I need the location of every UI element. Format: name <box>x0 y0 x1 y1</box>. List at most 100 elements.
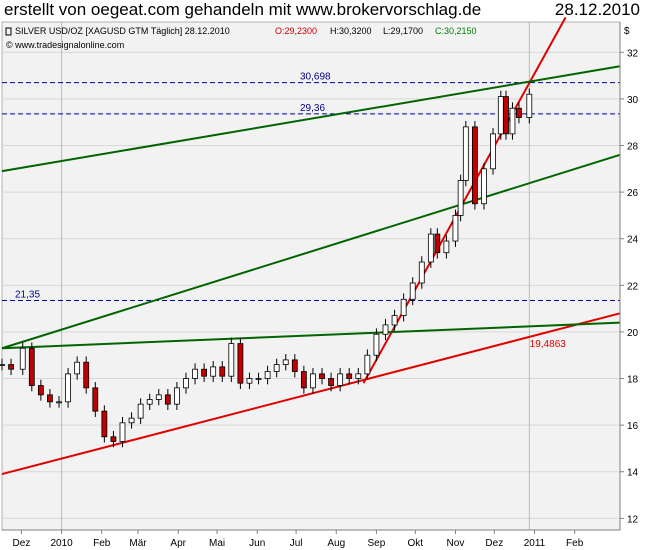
candle <box>481 162 487 210</box>
candle <box>119 416 126 448</box>
candle <box>364 349 371 380</box>
candle <box>0 358 5 371</box>
candle <box>509 102 516 140</box>
channel-trendline <box>1 153 621 350</box>
candle-body <box>516 107 522 118</box>
candle <box>83 356 90 394</box>
candle-body <box>443 240 450 254</box>
candle-body <box>409 282 416 300</box>
chart-labels: 30,698 29,36 21,35 19,4863 <box>15 72 566 350</box>
candle <box>434 228 441 259</box>
candle-body <box>490 133 496 170</box>
x-tick-label: Sep <box>368 538 386 549</box>
y-tick-label: 22 <box>627 281 639 292</box>
candle <box>503 90 509 140</box>
candle-body <box>291 359 298 372</box>
candle-body <box>201 368 208 377</box>
candle-body <box>246 378 253 384</box>
x-tick-label: Mai <box>209 538 225 549</box>
candle <box>8 358 14 376</box>
candle-body <box>457 180 464 216</box>
ohlc-open: O:29,2300 <box>275 26 317 36</box>
y-tick-label: 28 <box>627 142 639 153</box>
candle-body <box>128 417 135 424</box>
candle <box>110 430 117 448</box>
candle-body <box>8 364 14 370</box>
candle <box>237 337 244 390</box>
candle-body <box>382 324 389 335</box>
candle-body <box>228 343 235 377</box>
candle <box>264 365 271 385</box>
axes: 12 14 16 18 20 22 24 26 28 30 32 Dez 2010 Feb Mär Apr Ma… <box>2 22 639 549</box>
channel-trendline <box>1 321 621 350</box>
candle <box>19 342 26 376</box>
y-tick-label: 18 <box>627 375 639 386</box>
candle-body <box>427 233 434 263</box>
candle-body <box>83 361 90 389</box>
candle-body <box>282 359 289 365</box>
candle-body <box>300 371 307 389</box>
candle <box>28 342 35 392</box>
instrument-label: SILVER USD/OZ [XAGUSD GTM Täglich] 28.12… <box>15 26 230 36</box>
x-tick-label: Aug <box>327 538 345 549</box>
candle <box>174 382 180 410</box>
candle <box>291 354 298 378</box>
candle <box>47 389 53 408</box>
chart-date: 28.12.2010 <box>554 0 640 19</box>
support-trendline <box>1 312 621 476</box>
candle <box>452 209 459 247</box>
candle <box>210 361 217 383</box>
y-tick-label: 20 <box>627 328 639 339</box>
candle-body <box>146 399 153 405</box>
candle <box>497 90 504 140</box>
candle-body <box>503 96 509 135</box>
y-tick-label: 16 <box>627 421 639 432</box>
currency-label: $ <box>624 26 630 37</box>
candle-body <box>210 366 217 377</box>
candle <box>128 412 135 429</box>
candle-body <box>192 368 198 379</box>
x-tick-label: 2010 <box>50 538 73 549</box>
candle-body <box>337 373 344 386</box>
y-tick-label: 14 <box>627 468 639 479</box>
candle-body <box>364 354 371 375</box>
ohlc-low: L:29,1700 <box>383 26 423 36</box>
candle <box>282 354 289 371</box>
candle-body <box>462 126 469 181</box>
candle-body <box>400 298 407 317</box>
level-label: 21,35 <box>15 289 40 300</box>
candle <box>65 368 71 408</box>
candle <box>74 356 81 380</box>
candle-body <box>56 401 62 404</box>
candle-legend-icon <box>5 27 12 36</box>
candle <box>319 368 325 385</box>
candle-body <box>273 364 280 372</box>
candle <box>382 319 389 341</box>
candle-body <box>418 261 425 284</box>
trendline-value-label: 19,4863 <box>530 339 567 350</box>
candle-body <box>328 378 334 386</box>
candle-body <box>264 371 271 379</box>
y-tick-label: 24 <box>627 235 639 246</box>
candle <box>443 235 450 259</box>
x-tick-label: Dez <box>13 538 31 549</box>
candle <box>310 368 316 394</box>
candle <box>409 277 416 306</box>
candle <box>192 363 198 385</box>
candle-body <box>37 385 44 396</box>
level-label: 30,698 <box>300 72 331 83</box>
candle-body <box>434 233 441 254</box>
candle-body <box>101 410 108 438</box>
candle-body <box>0 364 5 366</box>
candle-body <box>174 387 180 405</box>
candle <box>328 372 334 392</box>
source-label: © www.tradesignalonline.com <box>6 40 124 50</box>
candle-body <box>497 96 504 135</box>
candle-body <box>183 378 189 389</box>
candle <box>427 228 434 268</box>
candle <box>37 379 44 401</box>
x-tick-label: Nov <box>447 538 465 549</box>
candle-body <box>346 373 353 379</box>
candle <box>146 393 153 410</box>
